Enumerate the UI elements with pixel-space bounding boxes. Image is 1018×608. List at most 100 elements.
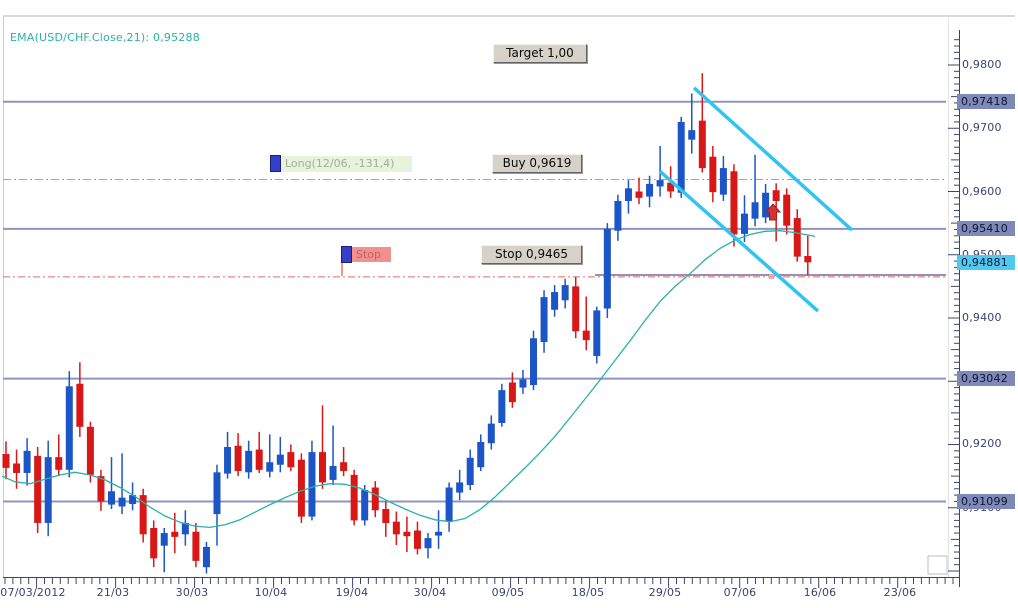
candle[interactable] <box>593 306 601 364</box>
candle[interactable] <box>783 188 791 235</box>
long-position-icon[interactable] <box>270 155 281 172</box>
candle[interactable] <box>34 447 42 534</box>
x-axis-date-label: 21/03 <box>96 586 130 599</box>
candle[interactable] <box>435 510 443 549</box>
candle[interactable] <box>160 527 168 573</box>
candle[interactable] <box>487 415 495 450</box>
up-arrow-icon[interactable] <box>764 203 782 221</box>
candle[interactable] <box>793 209 801 262</box>
x-axis-date-label: 30/04 <box>413 586 447 599</box>
candle[interactable] <box>86 421 94 483</box>
candle[interactable] <box>150 520 158 568</box>
candle[interactable] <box>456 469 464 501</box>
candle[interactable] <box>741 195 748 243</box>
candle[interactable] <box>129 482 137 511</box>
candle[interactable] <box>2 441 10 480</box>
candle[interactable] <box>340 447 348 477</box>
stop-order-icon[interactable] <box>341 246 352 263</box>
candle[interactable] <box>445 482 453 532</box>
candle[interactable] <box>371 481 379 518</box>
x-axis-date-label: 07/03/2012 <box>0 586 66 599</box>
y-axis-level-label: 0,95410 <box>957 221 1015 236</box>
candle[interactable] <box>519 369 527 394</box>
candle[interactable] <box>350 469 358 526</box>
x-axis-date-label: 18/05 <box>571 586 605 599</box>
candle[interactable] <box>224 431 232 479</box>
trend-channel-lines[interactable] <box>658 86 854 313</box>
candle[interactable] <box>255 431 263 473</box>
candle[interactable] <box>561 278 569 309</box>
candle[interactable] <box>287 444 295 472</box>
long-position-label[interactable]: Long(12/06, -131,4) <box>281 156 412 172</box>
candle[interactable] <box>23 438 31 486</box>
candle[interactable] <box>677 116 685 198</box>
x-axis-date-label: 30/03 <box>175 586 209 599</box>
candle[interactable] <box>603 223 611 318</box>
candle[interactable] <box>719 156 727 201</box>
candle[interactable] <box>245 440 253 479</box>
candle[interactable] <box>413 521 421 555</box>
candle[interactable] <box>382 501 390 537</box>
candle[interactable] <box>551 285 559 317</box>
x-axis-date-label: 10/04 <box>254 586 288 599</box>
x-axis-date-label: 29/05 <box>648 586 682 599</box>
candle[interactable] <box>698 73 706 173</box>
candle[interactable] <box>646 175 654 208</box>
candle[interactable] <box>498 383 506 427</box>
candle[interactable] <box>582 296 590 351</box>
candle[interactable] <box>192 522 200 568</box>
candle[interactable] <box>540 290 548 353</box>
ema-line[interactable] <box>1 230 816 529</box>
candle[interactable] <box>308 440 316 521</box>
candle[interactable] <box>624 180 632 214</box>
candle[interactable] <box>508 372 516 408</box>
candle[interactable] <box>614 194 622 241</box>
candlesticks[interactable] <box>2 73 812 574</box>
candle[interactable] <box>319 405 326 489</box>
candle[interactable] <box>65 371 73 478</box>
candle[interactable] <box>297 453 305 523</box>
candle[interactable] <box>709 145 717 203</box>
chart-frame <box>3 15 1015 577</box>
corner-box <box>927 555 948 575</box>
candle[interactable] <box>466 449 474 491</box>
candle[interactable] <box>530 330 537 391</box>
x-axis-date-label: 09/05 <box>491 586 525 599</box>
candle[interactable] <box>266 434 274 478</box>
target-annotation-box[interactable]: Target 1,00 <box>493 44 587 63</box>
candle[interactable] <box>118 453 126 515</box>
candle[interactable] <box>44 440 52 537</box>
candle[interactable] <box>76 362 84 437</box>
y-axis-level-label: 0,97418 <box>957 94 1015 109</box>
candle[interactable] <box>139 488 147 543</box>
last-price-label: 0,94881 <box>957 255 1015 270</box>
stop-annotation-box[interactable]: Stop 0,9465 <box>481 245 582 264</box>
candle[interactable] <box>392 511 400 546</box>
candle[interactable] <box>97 469 105 511</box>
candle[interactable] <box>424 533 432 559</box>
candle[interactable] <box>751 154 759 227</box>
ema-indicator-label: EMA(USD/CHF.Close,21): 0,95288 <box>10 31 200 44</box>
candle[interactable] <box>234 433 242 477</box>
candle[interactable] <box>213 464 221 546</box>
support-resistance-lines[interactable] <box>3 100 946 503</box>
y-axis-label: 0,9700 <box>962 121 1002 134</box>
buy-annotation-box[interactable]: Buy 0,9619 <box>492 154 582 173</box>
candle[interactable] <box>730 164 738 247</box>
candle[interactable] <box>276 436 284 473</box>
x-axis-date-label: 07/06 <box>723 586 757 599</box>
candle[interactable] <box>804 235 812 275</box>
candle[interactable] <box>635 177 643 205</box>
candle[interactable] <box>477 434 485 472</box>
candle[interactable] <box>762 183 770 224</box>
candle[interactable] <box>572 276 580 339</box>
candle[interactable] <box>329 425 337 485</box>
candle[interactable] <box>688 93 696 154</box>
candle[interactable] <box>361 484 369 526</box>
candle[interactable] <box>55 434 63 477</box>
candle[interactable] <box>181 510 189 546</box>
stop-order-label[interactable]: Stop <box>352 247 391 262</box>
candle[interactable] <box>202 541 210 574</box>
candle[interactable] <box>403 516 411 553</box>
